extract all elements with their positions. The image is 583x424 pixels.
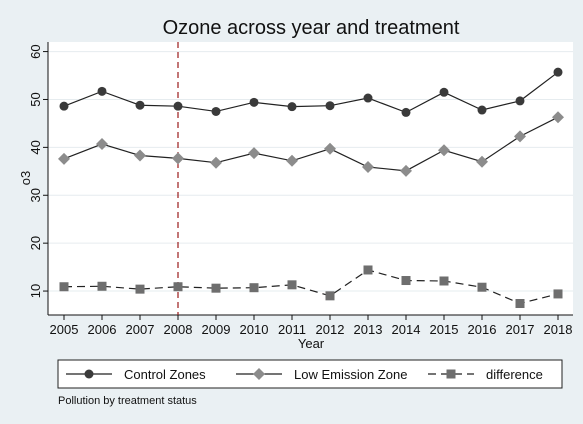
- series-0: [59, 67, 563, 117]
- y-tick-label-50: 50: [28, 92, 43, 106]
- series-0-point-2018: [553, 67, 563, 77]
- series-2-point-2014: [401, 276, 411, 286]
- x-tick-label-2018: 2018: [544, 322, 573, 337]
- x-tick-label-2007: 2007: [126, 322, 155, 337]
- series-1-point-2006: [96, 138, 108, 151]
- series-0-point-2010: [249, 97, 259, 107]
- series-2-point-2006: [97, 281, 107, 291]
- y-tick-label-60: 60: [28, 44, 43, 58]
- series-2-point-2012: [325, 291, 335, 301]
- series-2-point-2007: [135, 284, 145, 294]
- series-1-point-2011: [286, 154, 298, 167]
- series-2-point-2013: [363, 265, 373, 275]
- x-tick-label-2016: 2016: [468, 322, 497, 337]
- chart-title: Ozone across year and treatment: [163, 17, 460, 39]
- series-1-line: [63, 116, 559, 172]
- series-1-point-2017: [514, 130, 526, 143]
- x-tick-label-2015: 2015: [430, 322, 459, 337]
- series-0-point-2011: [287, 102, 297, 112]
- series-2: [59, 265, 563, 309]
- series-1-point-2010: [248, 147, 260, 160]
- series-0-point-2015: [439, 87, 449, 97]
- series-0-point-2005: [59, 101, 69, 111]
- y-tick-label-10: 10: [28, 284, 43, 298]
- x-tick-label-2005: 2005: [50, 322, 79, 337]
- series-2-point-2016: [477, 282, 487, 292]
- series-0-point-2009: [211, 106, 221, 116]
- y-tick-label-20: 20: [28, 236, 43, 250]
- y-axis-title: o3: [18, 171, 33, 185]
- y-tick-label-40: 40: [28, 140, 43, 154]
- x-tick-label-2014: 2014: [392, 322, 421, 337]
- series-1-point-2005: [58, 152, 70, 165]
- y-tick-label-30: 30: [28, 188, 43, 202]
- x-tick-label-2006: 2006: [88, 322, 117, 337]
- series-2-point-2008: [173, 282, 183, 292]
- x-tick-label-2017: 2017: [506, 322, 535, 337]
- plot-background: [48, 42, 573, 315]
- chart-note: Pollution by treatment status: [58, 395, 197, 407]
- series-2-line: [63, 269, 559, 305]
- series-0-line: [63, 71, 559, 114]
- series-0-point-2012: [325, 101, 335, 111]
- series-1-point-2008: [172, 152, 184, 165]
- x-tick-label-2011: 2011: [278, 322, 306, 337]
- legend-marker-0: [84, 369, 94, 379]
- series-0-point-2014: [401, 107, 411, 117]
- series-0-point-2007: [135, 100, 145, 110]
- series-1: [58, 111, 564, 177]
- legend-marker-2: [446, 369, 456, 379]
- series-0-point-2017: [515, 96, 525, 106]
- x-tick-label-2010: 2010: [240, 322, 269, 337]
- x-axis-title: Year: [298, 336, 325, 351]
- x-tick-label-2008: 2008: [164, 322, 193, 337]
- legend-label-2: difference: [486, 367, 543, 382]
- series-0-point-2013: [363, 93, 373, 103]
- legend-marker-1: [253, 368, 265, 380]
- series-1-point-2015: [438, 144, 450, 157]
- series-1-point-2009: [210, 156, 222, 169]
- series-1-point-2014: [400, 164, 412, 177]
- series-2-point-2017: [515, 299, 525, 309]
- x-tick-label-2012: 2012: [316, 322, 345, 337]
- x-tick-label-2013: 2013: [354, 322, 383, 337]
- series-2-point-2005: [59, 282, 69, 292]
- series-0-point-2008: [173, 101, 183, 111]
- series-2-point-2010: [249, 283, 259, 293]
- legend: Control Zones Low Emission Zone difference: [57, 359, 563, 389]
- series-1-point-2012: [324, 142, 336, 155]
- series-1-point-2007: [134, 149, 146, 162]
- series-1-point-2013: [362, 161, 374, 174]
- series-2-point-2009: [211, 283, 221, 293]
- legend-label-1: Low Emission Zone: [294, 367, 407, 382]
- legend-label-0: Control Zones: [124, 367, 206, 382]
- series-1-point-2018: [552, 111, 564, 124]
- series-1-point-2016: [476, 155, 488, 168]
- series-2-point-2015: [439, 276, 449, 286]
- series-0-point-2016: [477, 105, 487, 115]
- legend-box: [57, 359, 563, 389]
- series-0-point-2006: [97, 86, 107, 96]
- x-tick-label-2009: 2009: [202, 322, 231, 337]
- series-2-point-2018: [553, 289, 563, 299]
- series-2-point-2011: [287, 280, 297, 290]
